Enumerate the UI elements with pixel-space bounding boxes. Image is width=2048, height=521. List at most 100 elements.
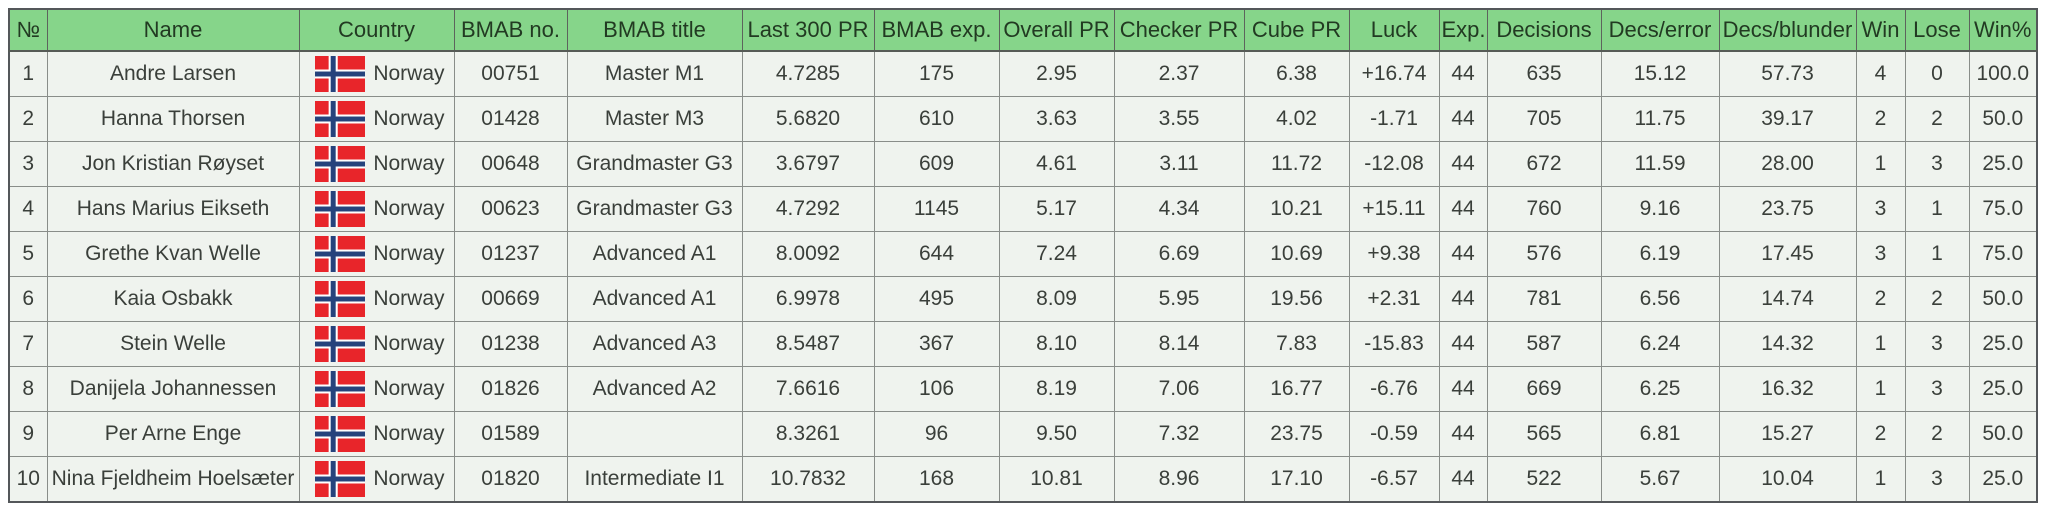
cell-win: 1 [1855, 366, 1906, 412]
cell-lose: 2 [1904, 276, 1970, 322]
cell-win: 2 [1855, 276, 1906, 322]
norway-flag-icon [314, 371, 365, 407]
cell-win: 4 [1855, 50, 1906, 97]
cell-decs_blunder: 57.73 [1718, 50, 1857, 97]
cell-win: 1 [1855, 141, 1906, 187]
column-header-win_pct: Win% [1968, 8, 2038, 52]
norway-flag-icon [314, 236, 365, 272]
cell-bmab_no: 01820 [453, 456, 568, 503]
cell-checker_pr: 8.96 [1113, 456, 1245, 503]
country-cell: Norway [302, 326, 452, 362]
country-name: Norway [373, 332, 445, 355]
cell-bmab_no: 00669 [453, 276, 568, 322]
cell-cube_pr: 17.10 [1243, 456, 1350, 503]
cell-win_pct: 50.0 [1968, 276, 2038, 322]
cell-decisions: 781 [1486, 276, 1602, 322]
cell-last300_pr: 8.5487 [741, 321, 875, 367]
norway-flag-icon [314, 416, 365, 452]
cell-checker_pr: 8.14 [1113, 321, 1245, 367]
column-header-name: Name [46, 8, 300, 52]
cell-no: 2 [8, 96, 48, 142]
column-header-bmab_exp: BMAB exp. [873, 8, 1000, 52]
column-header-lose: Lose [1904, 8, 1970, 52]
cell-lose: 0 [1904, 50, 1970, 97]
table-row: 2 Hanna Thorsen Norway 01428 Master M3 5.682… [8, 96, 2038, 142]
cell-country: Norway [298, 276, 455, 322]
country-cell: Norway [302, 236, 452, 272]
cell-decs_error: 15.12 [1600, 50, 1720, 97]
cell-win: 2 [1855, 96, 1906, 142]
cell-win: 1 [1855, 321, 1906, 367]
norway-flag-icon [314, 56, 365, 92]
cell-country: Norway [298, 96, 455, 142]
cell-bmab_title: Master M1 [566, 50, 743, 97]
cell-overall_pr: 3.63 [998, 96, 1115, 142]
cell-exp: 44 [1438, 411, 1488, 457]
cell-decs_error: 6.25 [1600, 366, 1720, 412]
country-cell: Norway [302, 416, 452, 452]
cell-decs_error: 9.16 [1600, 186, 1720, 232]
cell-cube_pr: 7.83 [1243, 321, 1350, 367]
cell-lose: 2 [1904, 96, 1970, 142]
cell-bmab_title: Advanced A3 [566, 321, 743, 367]
country-cell: Norway [302, 191, 452, 227]
cell-luck: -6.57 [1348, 456, 1440, 503]
table-row: 1 Andre Larsen Norway 00751 Master M1 4.7285… [8, 50, 2038, 97]
cell-luck: +9.38 [1348, 231, 1440, 277]
column-header-overall_pr: Overall PR [998, 8, 1115, 52]
cell-exp: 44 [1438, 186, 1488, 232]
cell-overall_pr: 8.19 [998, 366, 1115, 412]
cell-decs_error: 6.81 [1600, 411, 1720, 457]
cell-bmab_no: 01238 [453, 321, 568, 367]
cell-bmab_title: Grandmaster G3 [566, 141, 743, 187]
cell-decs_blunder: 17.45 [1718, 231, 1857, 277]
cell-decisions: 635 [1486, 50, 1602, 97]
table-row: 9 Per Arne Enge Norway 01589 8.3261 96 9.50 7.… [8, 411, 2038, 457]
cell-cube_pr: 23.75 [1243, 411, 1350, 457]
cell-decisions: 565 [1486, 411, 1602, 457]
country-name: Norway [373, 152, 445, 175]
cell-country: Norway [298, 50, 455, 97]
country-name: Norway [373, 422, 445, 445]
cell-no: 1 [8, 50, 48, 97]
cell-country: Norway [298, 411, 455, 457]
column-header-decs_error: Decs/error [1600, 8, 1720, 52]
cell-luck: -6.76 [1348, 366, 1440, 412]
cell-decisions: 587 [1486, 321, 1602, 367]
cell-decs_error: 6.56 [1600, 276, 1720, 322]
cell-lose: 3 [1904, 321, 1970, 367]
table-row: 3 Jon Kristian Røyset Norway 00648 Grandmas… [8, 141, 2038, 187]
cell-last300_pr: 4.7292 [741, 186, 875, 232]
country-cell: Norway [302, 146, 452, 182]
cell-exp: 44 [1438, 456, 1488, 503]
cell-country: Norway [298, 141, 455, 187]
cell-decs_blunder: 28.00 [1718, 141, 1857, 187]
cell-decs_error: 11.75 [1600, 96, 1720, 142]
cell-country: Norway [298, 321, 455, 367]
country-cell: Norway [302, 461, 452, 497]
cell-overall_pr: 10.81 [998, 456, 1115, 503]
country-name: Norway [373, 107, 445, 130]
cell-bmab_no: 01589 [453, 411, 568, 457]
cell-win_pct: 50.0 [1968, 96, 2038, 142]
country-cell: Norway [302, 371, 452, 407]
column-header-bmab_no: BMAB no. [453, 8, 568, 52]
norway-flag-icon [314, 146, 365, 182]
cell-win_pct: 75.0 [1968, 231, 2038, 277]
cell-bmab_no: 01428 [453, 96, 568, 142]
column-header-checker_pr: Checker PR [1113, 8, 1245, 52]
cell-bmab_no: 01237 [453, 231, 568, 277]
cell-overall_pr: 5.17 [998, 186, 1115, 232]
cell-no: 5 [8, 231, 48, 277]
cell-lose: 1 [1904, 186, 1970, 232]
cell-win_pct: 50.0 [1968, 411, 2038, 457]
country-cell: Norway [302, 56, 452, 92]
cell-checker_pr: 6.69 [1113, 231, 1245, 277]
column-header-win: Win [1855, 8, 1906, 52]
cell-bmab_title: Advanced A2 [566, 366, 743, 412]
cell-decisions: 576 [1486, 231, 1602, 277]
cell-luck: +15.11 [1348, 186, 1440, 232]
column-header-luck: Luck [1348, 8, 1440, 52]
column-header-cube_pr: Cube PR [1243, 8, 1350, 52]
cell-bmab_exp: 367 [873, 321, 1000, 367]
